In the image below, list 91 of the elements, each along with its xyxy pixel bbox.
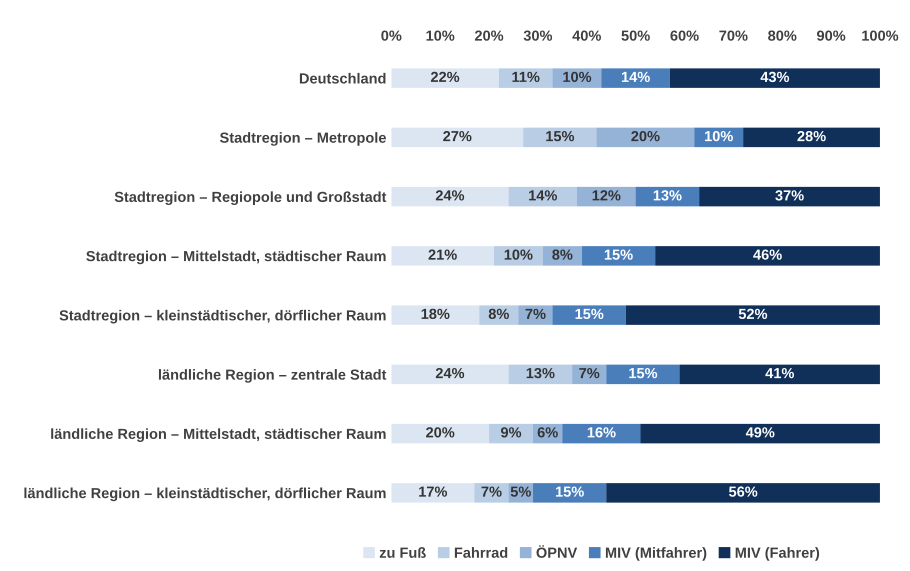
data-label: 17% (419, 486, 448, 497)
legend-label: Fahrrad (454, 547, 508, 558)
x-tick-label: 100% (862, 30, 898, 41)
data-label: 15% (556, 486, 584, 497)
data-label: 43% (760, 72, 790, 82)
data-label: 13% (654, 190, 682, 201)
x-tick-label: 50% (621, 30, 650, 41)
data-label: 10% (705, 130, 733, 142)
bar (391, 128, 524, 148)
bar (636, 186, 700, 206)
legend-label: MIV (Mitfahrer) (606, 547, 706, 561)
data-label: 22% (430, 72, 460, 82)
bar (391, 483, 474, 503)
data-label: 15% (576, 308, 604, 320)
data-label: 46% (753, 249, 782, 260)
data-label: 24% (436, 190, 464, 201)
bar (562, 424, 641, 444)
data-label: 11% (512, 72, 540, 82)
data-label: 8% (552, 249, 572, 260)
bar (391, 424, 490, 444)
bar (508, 364, 572, 384)
data-label: 27% (443, 130, 472, 142)
y-tick-label: Deutschland (300, 72, 386, 84)
data-label: 20% (631, 130, 660, 142)
bar (533, 483, 606, 503)
bar (680, 364, 880, 384)
data-label: 7% (579, 368, 600, 378)
bar (391, 186, 509, 206)
data-label: 24% (436, 368, 464, 378)
x-tick-label: 40% (572, 30, 601, 41)
bar (640, 424, 880, 444)
data-label: 20% (426, 427, 454, 438)
data-label: 10% (504, 249, 533, 260)
bar (391, 68, 499, 88)
data-label: 9% (500, 427, 522, 438)
bar (699, 186, 880, 206)
x-tick-label: 80% (768, 30, 796, 41)
bar (606, 364, 680, 384)
data-label: 15% (546, 131, 574, 142)
bar (391, 305, 480, 325)
y-tick-label: Stadtregion – Metropole (220, 132, 386, 146)
legend-label: zu Fuß (380, 547, 426, 558)
data-label: 28% (797, 130, 826, 142)
data-label: 5% (510, 486, 531, 497)
data-label: 8% (488, 308, 509, 320)
data-label: 15% (604, 250, 633, 260)
bar (552, 305, 626, 325)
bar (391, 364, 509, 384)
data-label: 12% (592, 190, 621, 201)
legend-label: MIV (Fahrer) (736, 547, 820, 561)
y-tick-label: ländliche Region – kleinstädtischer, dörflicher Raum (24, 488, 386, 502)
data-label: 6% (538, 427, 558, 438)
data-label: 41% (765, 368, 794, 378)
y-tick-label: Stadtregion – Mittelstadt, städtischer Raum (86, 250, 386, 264)
y-tick-label: ländliche Region – Mittelstadt, städtischer Raum (51, 428, 386, 442)
bar (601, 68, 670, 88)
bar (508, 186, 577, 206)
data-label: 7% (482, 486, 502, 497)
bar (655, 246, 880, 266)
data-label: 15% (629, 368, 658, 378)
data-label: 10% (563, 72, 592, 82)
x-tick-label: 20% (474, 30, 504, 41)
y-tick-label: ländliche Region – zentrale Stadt (158, 369, 386, 383)
x-tick-label: 10% (426, 30, 454, 41)
data-label: 13% (526, 368, 555, 378)
data-label: 7% (526, 308, 546, 320)
legend-label: ÖPNV (536, 545, 578, 558)
data-label: 52% (738, 308, 768, 320)
x-tick-label: 0% (381, 30, 402, 41)
y-tick-label: Stadtregion – kleinstädtischer, dörflicher Raum (59, 310, 386, 324)
y-tick-label: Stadtregion – Regiopole und Großstadt (114, 191, 386, 206)
bar (670, 68, 880, 88)
data-label: 14% (529, 190, 557, 201)
x-tick-label: 60% (670, 30, 699, 41)
x-tick-label: 90% (817, 30, 846, 41)
bar (743, 128, 880, 148)
bar (606, 483, 880, 503)
data-label: 14% (622, 72, 650, 82)
data-label: 16% (588, 427, 616, 438)
x-tick-label: 30% (524, 30, 552, 41)
data-label: 49% (746, 427, 774, 438)
bar (391, 246, 494, 266)
data-label: 18% (422, 308, 450, 320)
bar (523, 128, 597, 148)
bar (582, 246, 656, 266)
bar (596, 128, 694, 148)
data-label: 21% (428, 249, 457, 260)
data-label: 56% (729, 486, 758, 497)
bar (626, 305, 880, 325)
data-label: 37% (775, 190, 804, 201)
x-tick-label: 70% (719, 30, 748, 41)
